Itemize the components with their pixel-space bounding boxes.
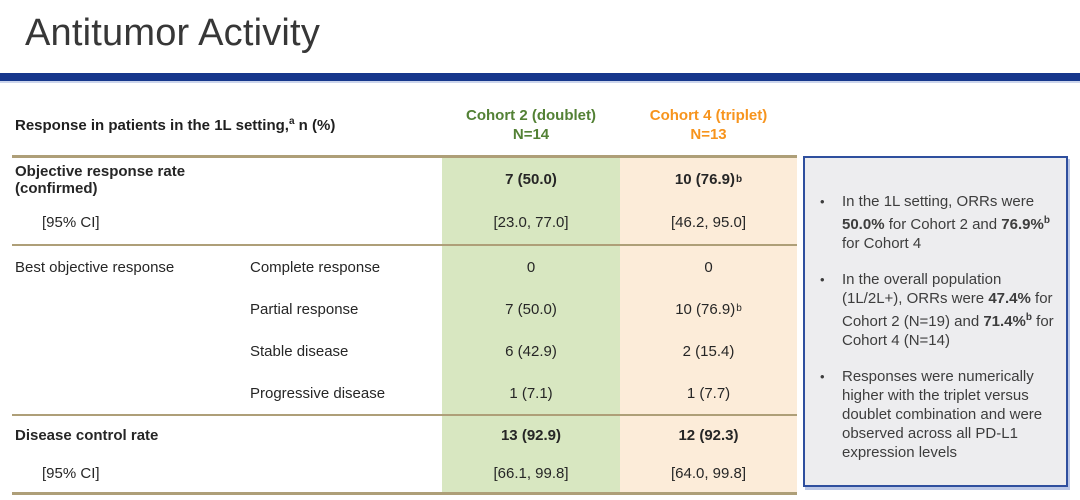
cohort2-cell: 7 (50.0) <box>442 288 620 330</box>
list-item: • In the 1L setting, ORRs were 50.0% for… <box>815 192 1058 253</box>
bullet-icon: • <box>820 194 825 209</box>
row-sublabel <box>250 201 442 244</box>
cohort4-cell: 2 (15.4) <box>620 330 797 372</box>
cohort4-cell: 0 <box>620 246 797 288</box>
row-sublabel: Partial response <box>250 300 359 318</box>
bullet-text: In the 1L setting, ORRs were 50.0% for C… <box>842 193 1050 252</box>
table-header-row: Response in patients in the 1L setting,a… <box>12 95 797 158</box>
header-label-text: Response in patients in the 1L setting,a… <box>15 116 336 134</box>
cohort4-cell: [46.2, 95.0] <box>620 201 797 244</box>
table-row: Stable disease 6 (42.9) 2 (15.4) <box>12 330 797 372</box>
cohort2-cell: 0 <box>442 246 620 288</box>
table-row: Partial response 7 (50.0) 10 (76.9) b <box>12 288 797 330</box>
column-header-cohort4: Cohort 4 (triplet) N=13 <box>620 95 797 155</box>
summary-panel: • In the 1L setting, ORRs were 50.0% for… <box>803 156 1068 487</box>
cohort2-n: N=14 <box>512 126 550 143</box>
table-row: [95% CI] [23.0, 77.0] [46.2, 95.0] <box>12 201 797 244</box>
cohort2-name: Cohort 2 (doublet) <box>466 107 596 124</box>
bullet-icon: • <box>820 369 825 384</box>
table-row: Best objective response Complete respons… <box>12 244 797 288</box>
row-sublabel <box>250 158 442 201</box>
cohort2-cell: 6 (42.9) <box>442 330 620 372</box>
results-table: Response in patients in the 1L setting,a… <box>12 95 797 495</box>
cohort2-cell: [23.0, 77.0] <box>442 201 620 244</box>
row-label: Disease control rate <box>15 426 159 444</box>
row-label: Best objective response <box>15 258 175 276</box>
bullet-text: In the overall population (1L/2L+), ORRs… <box>842 271 1054 349</box>
cohort4-cell: [64.0, 99.8] <box>620 454 797 492</box>
row-sublabel: Progressive disease <box>250 384 386 402</box>
row-label <box>12 330 250 372</box>
title-divider-rule <box>0 73 1080 81</box>
cohort4-cell: 10 (76.9) b <box>620 158 797 201</box>
row-label: [95% CI] <box>42 214 100 231</box>
footnote-marker-a: a <box>288 116 295 127</box>
list-item: • In the overall population (1L/2L+), OR… <box>815 270 1058 350</box>
table-row: Disease control rate 13 (92.9) 12 (92.3) <box>12 414 797 454</box>
table-body: Objective response rate (confirmed) 7 (5… <box>12 158 797 495</box>
cohort2-cell: 1 (7.1) <box>442 372 620 414</box>
page-title: Antitumor Activity <box>25 12 321 54</box>
list-item: • Responses were numerically higher with… <box>815 367 1058 462</box>
table-row: [95% CI] [66.1, 99.8] [64.0, 99.8] <box>12 454 797 492</box>
row-label: [95% CI] <box>42 464 100 482</box>
row-label <box>12 288 250 330</box>
cohort4-cell: 12 (92.3) <box>620 416 797 454</box>
row-sublabel: Stable disease <box>250 342 349 360</box>
table-row: Progressive disease 1 (7.1) 1 (7.7) <box>12 372 797 414</box>
row-sublabel: Complete response <box>250 258 381 276</box>
row-label: Objective response rate (confirmed) <box>15 162 186 197</box>
cohort4-cell: 1 (7.7) <box>620 372 797 414</box>
cohort2-cell: 7 (50.0) <box>442 158 620 201</box>
bullet-icon: • <box>820 272 825 287</box>
bullet-text: Responses were numerically higher with t… <box>842 368 1043 461</box>
table-header-label: Response in patients in the 1L setting,a… <box>12 95 442 155</box>
summary-bullet-list: • In the 1L setting, ORRs were 50.0% for… <box>805 158 1066 462</box>
cohort2-cell: 13 (92.9) <box>442 416 620 454</box>
cohort2-cell: [66.1, 99.8] <box>442 454 620 492</box>
row-sublabel <box>250 416 442 454</box>
row-sublabel <box>250 454 442 492</box>
table-row: Objective response rate (confirmed) 7 (5… <box>12 158 797 201</box>
column-header-cohort2: Cohort 2 (doublet) N=14 <box>442 95 620 155</box>
row-label <box>12 372 250 414</box>
cohort4-cell: 10 (76.9) b <box>620 288 797 330</box>
cohort4-name: Cohort 4 (triplet) <box>649 107 768 124</box>
cohort4-n: N=13 <box>690 126 727 143</box>
